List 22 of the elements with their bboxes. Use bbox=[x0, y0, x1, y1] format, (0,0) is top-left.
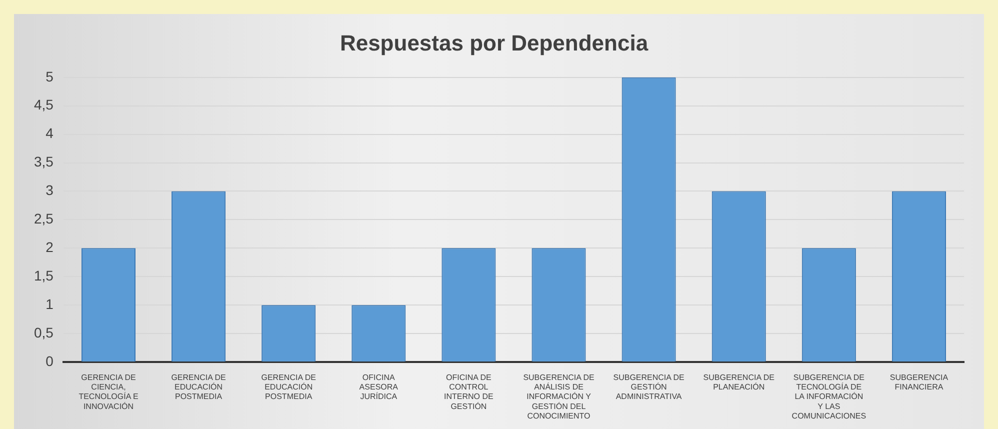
y-tick-label: 2,5 bbox=[34, 210, 54, 227]
y-tick-label: 1 bbox=[46, 296, 54, 312]
x-tick-label: GERENCIA DE EDUCACIÓN POSTMEDIA bbox=[261, 373, 316, 402]
y-tick-label: 0 bbox=[46, 352, 54, 369]
y-tick-label: 4,5 bbox=[34, 96, 54, 113]
y-tick-label: 3,5 bbox=[34, 154, 54, 170]
x-tick-label: SUBGERENCIA FINANCIERA bbox=[890, 373, 949, 392]
x-tick-label: OFICINA DE CONTROL INTERNO DE GESTIÓN bbox=[444, 373, 494, 411]
x-tick-label: GERENCIA DE CIENCIA, TECNOLOGÍA E INNOVACIÓN bbox=[78, 373, 138, 411]
y-tick-label: 3 bbox=[46, 182, 54, 198]
x-tick-label: SUBGERENCIA DE TECNOLOGÍA DE LA INFORMACIÓN Y LAS COMUNICACIONES bbox=[792, 373, 866, 420]
y-tick-label: 4 bbox=[46, 125, 54, 142]
x-tick-label: SUBGERENCIA DE ANÁLISIS DE INFORMACIÓN Y GESTIÓN DEL CONOCIMIENTO bbox=[523, 373, 594, 420]
chart-title: Respuestas por Dependencia bbox=[340, 30, 649, 56]
x-tick-label: SUBGERENCIA DE GESTIÓN ADMINISTRATIVA bbox=[613, 373, 684, 402]
y-tick-label: 0,5 bbox=[34, 324, 54, 340]
y-tick-label: 1,5 bbox=[34, 267, 54, 284]
y-tick-label: 2 bbox=[46, 239, 54, 256]
y-tick-label: 5 bbox=[46, 68, 54, 84]
x-tick-label: OFICINA ASESORA JURÍDICA bbox=[359, 373, 399, 402]
x-tick-label: GERENCIA DE EDUCACIÓN POSTMEDIA bbox=[171, 373, 226, 402]
x-tick-label: SUBGERENCIA DE PLANEACIÓN bbox=[703, 373, 774, 392]
